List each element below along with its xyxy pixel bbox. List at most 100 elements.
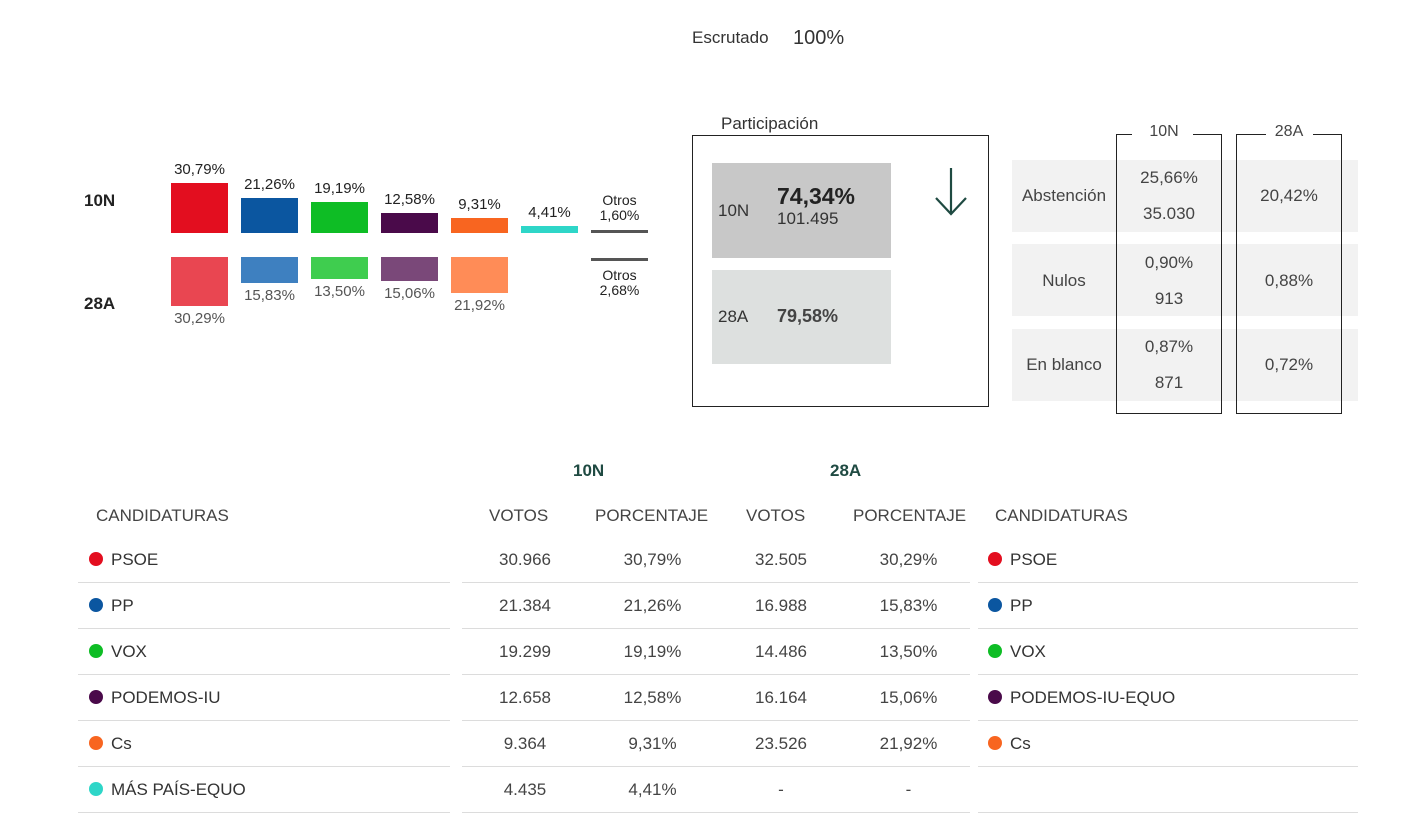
row-separator [978,628,1358,629]
party-color-dot [89,552,103,566]
candidate-name: Cs [111,734,132,753]
stats-row-bg [1012,160,1358,232]
candidate-name: PODEMOS-IU [111,688,221,707]
stats-row-bg [1012,244,1358,316]
pct-28a: 15,83% [879,596,938,615]
candidate-name: VOX [111,642,147,661]
pct-10n: 4,41% [628,780,677,799]
participacion-box: 10N 74,34% 101.495 28A 79,58% [692,135,989,407]
votos-10n: 12.658 [499,688,551,707]
header-candidaturas-10n: CANDIDATURAS [96,506,229,525]
bar-10n [521,225,578,233]
row-separator [978,766,1358,767]
otros-28a-bar [591,258,648,261]
stats-label-en-blanco: En blanco [1026,355,1102,374]
participacion-10n-label: 10N [718,201,750,220]
row-separator [462,812,970,813]
pct-28a: - [905,780,912,799]
row-separator [978,582,1358,583]
stats-10n-pct: 0,87% [1144,337,1194,356]
arrow-down-icon [935,168,967,216]
candidate-name: MÁS PAÍS-EQUO [111,780,246,799]
bar-28a-label: 13,50% [314,282,365,300]
votos-10n: 4.435 [503,780,547,799]
row-separator [78,582,450,583]
votos-28a: - [778,780,784,799]
otros-10n-value: 1,60% [599,207,640,223]
votos-28a: 16.988 [755,596,807,615]
bar-28a-label: 30,29% [174,310,225,328]
stats-10n-pct: 0,90% [1144,253,1194,272]
candidate-28a: Cs [988,734,1031,754]
row-separator [78,812,450,813]
candidate-10n: VOX [89,642,147,662]
chart-row-label-10n: 10N [84,191,116,210]
participacion-title: Participación [721,114,819,133]
bar-28a [381,257,438,282]
pct-10n: 19,19% [623,642,682,661]
bar-10n [171,183,228,233]
votos-10n: 30.966 [499,550,551,569]
party-color-dot [988,644,1002,658]
bar-28a [451,257,508,293]
bar-10n [451,217,508,233]
bar-28a [311,257,368,279]
header-votos-10n: VOTOS [489,506,549,525]
bar-10n-label: 21,26% [244,176,295,194]
row-separator [462,674,970,675]
stats-10n-num: 913 [1154,289,1184,308]
pct-28a: 21,92% [879,734,938,753]
bar-28a-label: 21,92% [454,296,505,314]
header-votos-28a: VOTOS [746,506,806,525]
otros-28a-value: 2,68% [599,282,640,298]
row-separator [78,674,450,675]
stats-label-abstencion: Abstención [1021,186,1107,205]
party-color-dot [988,598,1002,612]
row-separator [462,628,970,629]
otros-10n-bar [591,230,648,233]
pct-10n: 12,58% [623,688,682,707]
participacion-28a-pct: 79,58% [777,306,839,326]
pct-28a: 15,06% [879,688,938,707]
candidate-name: PSOE [1010,550,1058,569]
candidate-28a: PSOE [988,550,1057,570]
otros-28a-name: Otros [602,267,637,283]
bar-10n-label: 12,58% [384,190,435,208]
frame-top-right [1313,134,1342,135]
votos-10n: 21.384 [499,596,551,615]
escrutado-label: Escrutado [692,28,769,47]
row-separator [78,628,450,629]
candidate-10n: PODEMOS-IU [89,688,221,708]
frame-top-left [1116,134,1132,135]
frame-top-left [1236,134,1266,135]
stats-col-10n-header: 10N [1149,123,1179,140]
votos-28a: 23.526 [755,734,807,753]
escrutado-value: 100% [793,27,845,49]
table-group-28a: 28A [830,461,862,480]
pct-28a: 13,50% [879,642,938,661]
party-color-dot [89,736,103,750]
row-separator [462,720,970,721]
header-candidaturas-28a: CANDIDATURAS [995,506,1128,525]
votos-28a: 14.486 [755,642,807,661]
stats-10n-num: 35.030 [1143,204,1195,223]
row-separator [462,766,970,767]
header-porcentaje-28a: PORCENTAJE [853,506,967,525]
stats-col-28a-header: 28A [1274,123,1304,140]
row-separator [978,674,1358,675]
bar-10n-label: 19,19% [314,179,365,197]
bar-28a [241,257,298,283]
frame-top-right [1193,134,1222,135]
bar-28a-label: 15,83% [244,286,295,304]
candidate-10n: MÁS PAÍS-EQUO [89,780,246,800]
stats-col-10n-frame [1116,134,1222,414]
candidate-name: PP [111,596,134,615]
participacion-10n-votes: 101.495 [777,209,839,228]
participacion-10n-pct: 74,34% [777,183,856,209]
votos-28a: 32.505 [755,550,807,569]
bar-10n-label: 9,31% [458,195,501,213]
row-separator [78,766,450,767]
candidate-name: Cs [1010,734,1031,753]
stats-col-28a-frame [1236,134,1342,414]
candidate-28a: PODEMOS-IU-EQUO [988,688,1175,708]
